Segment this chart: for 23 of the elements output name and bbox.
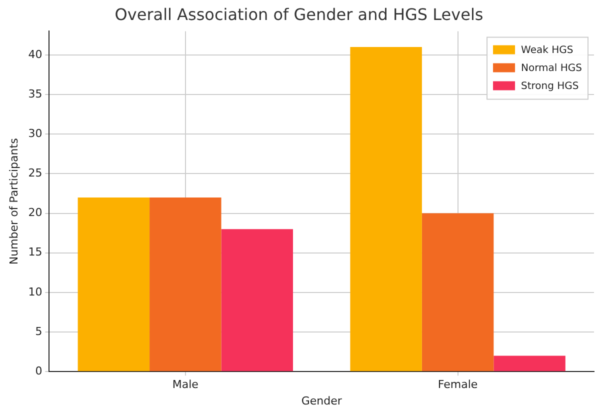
y-tick-label: 20 [28, 206, 42, 220]
y-tick-label: 10 [28, 285, 42, 298]
y-tick-label: 35 [28, 87, 42, 100]
bar [150, 197, 222, 372]
y-axis-title: Number of Participants [7, 138, 20, 265]
y-tick-label: 5 [35, 324, 42, 338]
x-tick-label: Male [172, 378, 199, 392]
bar [350, 47, 422, 372]
y-tick-label: 30 [28, 126, 42, 140]
chart-title: Overall Association of Gender and HGS Levels [114, 4, 484, 24]
x-tick-label: Female [438, 378, 478, 392]
y-tick-label: 15 [28, 246, 42, 259]
y-tick-label: 0 [35, 364, 42, 378]
bar [494, 356, 566, 372]
bar [78, 197, 150, 372]
y-tick-label: 25 [28, 166, 42, 180]
legend-label: Strong HGS [521, 80, 579, 92]
bar [221, 229, 293, 372]
legend-label: Normal HGS [521, 62, 582, 74]
y-tick-label: 40 [28, 48, 42, 61]
x-axis-title: Gender [301, 394, 342, 408]
bar [422, 213, 494, 372]
legend-label: Weak HGS [521, 44, 574, 56]
